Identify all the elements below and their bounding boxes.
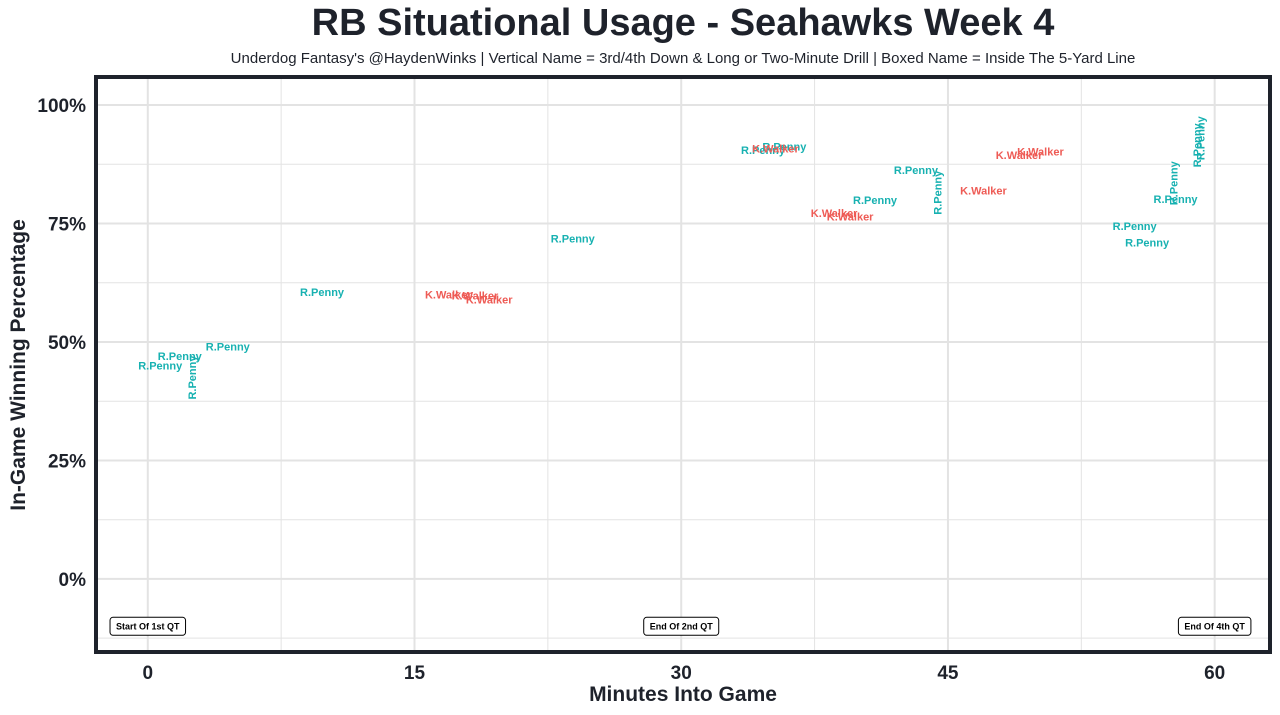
point-label: R.Penny	[1154, 194, 1199, 206]
point-label-layer: R.PennyR.PennyR.PennyR.PennyR.PennyR.Pen…	[138, 115, 1207, 399]
point-label: K.Walker	[996, 150, 1043, 162]
point-label: R.Penny	[158, 351, 203, 363]
svg-text:Start Of 1st QT: Start Of 1st QT	[116, 621, 180, 631]
quarter-annotation: End Of 4th QT	[1177, 616, 1252, 636]
y-tick-label: 75%	[48, 215, 86, 236]
point-label: R.Penny	[300, 287, 345, 299]
point-label: R.Penny	[1113, 221, 1158, 233]
point-label: K.Walker	[466, 294, 513, 306]
chart-subtitle: Underdog Fantasy's @HaydenWinks | Vertic…	[230, 50, 1136, 67]
point-label: K.Walker	[452, 291, 499, 303]
point-label: R.Penny	[187, 355, 199, 400]
svg-text:End Of 2nd QT: End Of 2nd QT	[650, 621, 713, 631]
point-label: R.Penny	[1192, 122, 1204, 167]
quarter-annotation: End Of 2nd QT	[643, 616, 720, 636]
point-label: R.Penny	[741, 145, 786, 157]
x-tick-label: 15	[404, 663, 426, 684]
point-label: R.Penny	[932, 170, 944, 215]
quarter-annotation: Start Of 1st QT	[109, 616, 187, 636]
annotation-layer: Start Of 1st QT End Of 2nd QT End Of 4th Q…	[109, 616, 1252, 636]
grid-layer	[98, 79, 1268, 650]
x-tick-label: 0	[142, 663, 153, 684]
point-label: R.Penny	[1125, 237, 1170, 249]
point-label: K.Walker	[1017, 147, 1064, 159]
point-label: R.Penny	[1169, 160, 1181, 205]
point-label: K.Walker	[811, 208, 858, 220]
y-tick-label: 25%	[48, 451, 86, 472]
point-label: R.Penny	[138, 361, 183, 373]
point-label: R.Penny	[1195, 115, 1207, 160]
point-label: K.Walker	[425, 290, 472, 302]
plot-frame	[94, 75, 1272, 654]
svg-text:End Of 4th QT: End Of 4th QT	[1184, 621, 1245, 631]
point-label: R.Penny	[853, 195, 898, 207]
y-tick-label: 50%	[48, 333, 86, 354]
chart-title: RB Situational Usage - Seahawks Week 4	[311, 2, 1055, 44]
point-label: R.Penny	[551, 234, 596, 246]
x-axis-title: Minutes Into Game	[589, 683, 777, 706]
point-label: K.Walker	[960, 185, 1007, 197]
x-tick-label: 45	[937, 663, 959, 684]
y-tick-label: 100%	[37, 96, 86, 117]
point-label: R.Penny	[894, 165, 939, 177]
y-tick-label: 0%	[59, 570, 87, 591]
point-label: R.Penny	[206, 342, 251, 354]
x-tick-label: 30	[671, 663, 692, 684]
x-tick-label: 60	[1204, 663, 1225, 684]
point-label: R.Penny	[762, 141, 807, 153]
tick-layer: 0 15 30 45 60 0% 25% 50% 75% 100%	[37, 96, 1225, 684]
point-label: K.Walker	[752, 144, 799, 156]
y-axis-title: In-Game Winning Percentage	[7, 219, 30, 511]
point-label: K.Walker	[827, 211, 874, 223]
